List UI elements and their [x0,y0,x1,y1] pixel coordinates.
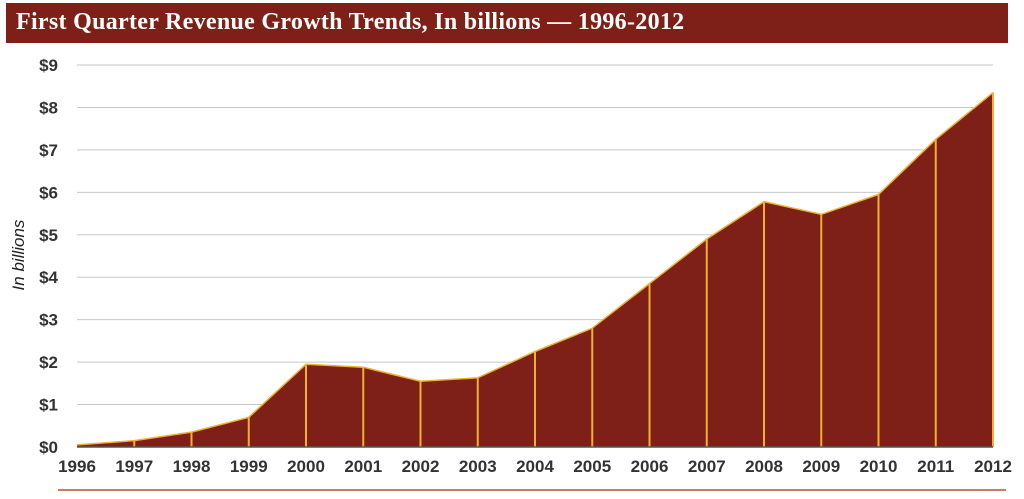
y-tick-label: $1 [39,396,58,415]
series-line [76,92,994,446]
y-tick-label: $6 [39,183,58,202]
x-tick-label: 2010 [860,457,898,476]
y-tick-label: $4 [39,268,58,287]
y-tick-label: $3 [39,311,58,330]
x-tick-label: 1998 [173,457,211,476]
x-tick-label: 2001 [344,457,382,476]
x-tick-label: 2008 [745,457,783,476]
x-tick-label: 2007 [688,457,726,476]
x-tick-label: 2005 [573,457,611,476]
x-tick-label: 2000 [287,457,325,476]
chart-title-bar: First Quarter Revenue Growth Trends, In … [6,3,1008,43]
y-axis-ticks: $0 $1 $2 $3 $4 $5 $6 $7 $8 $9 [39,56,58,457]
y-tick-label: $0 [39,438,58,457]
x-tick-label: 2011 [917,457,954,476]
y-tick-label: $2 [39,353,58,372]
y-axis-label: In billions [9,219,28,290]
x-tick-label: 2004 [516,457,554,476]
y-tick-label: $5 [39,226,58,245]
x-tick-label: 1999 [230,457,268,476]
x-tick-label: 1997 [115,457,153,476]
chart-title: First Quarter Revenue Growth Trends, In … [16,9,685,35]
x-tick-label: 2002 [402,457,440,476]
y-tick-label: $8 [39,98,58,117]
area-series [76,92,994,448]
y-tick-label: $9 [39,56,58,75]
y-tick-label: $7 [39,141,58,160]
x-tick-label: 2006 [631,457,669,476]
x-tick-label: 2012 [974,457,1012,476]
bottom-divider [58,489,1006,491]
x-axis-ticks: 1996 1997 1998 1999 2000 2001 2002 2003 2004 2005… [58,457,1012,476]
x-tick-label: 2003 [459,457,497,476]
x-tick-label: 2009 [802,457,840,476]
x-tick-label: 1996 [58,457,96,476]
